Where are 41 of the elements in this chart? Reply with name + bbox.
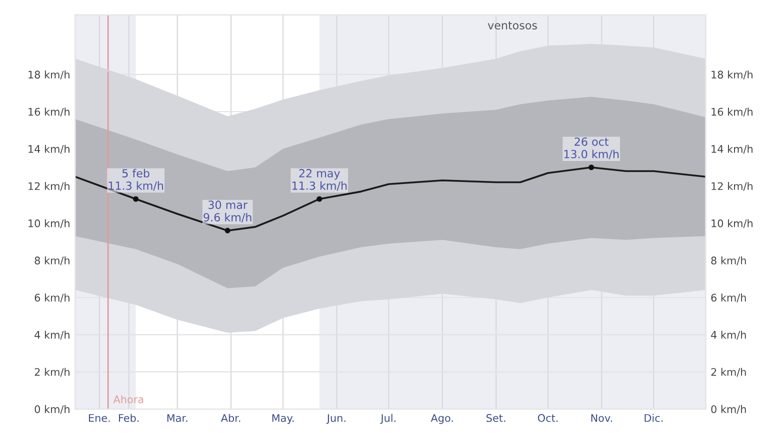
point [316,196,322,202]
x-tick-label: Feb. [119,414,139,422]
y2-tick-label: 18 km/h [712,70,752,80]
x-tick-label: May. [272,414,294,424]
ref-line-label: Ahora [113,395,144,404]
y-tick-label: 18 km/h [28,70,70,80]
y-tick-label: 4 km/h [34,330,70,340]
y2-tick-label: 10 km/h [712,219,752,228]
y2-tick-label: 8 km/h [711,256,746,266]
y-tick-label: 0 km/h [34,405,70,414]
y-tick-label: 12 km/h [28,182,70,191]
y2-tick-label: 2 km/h [711,368,746,377]
y-tick-label: 16 km/h [28,108,70,117]
y-tick-label: 10 km/h [28,219,70,228]
y-tick-label: 6 km/h [34,294,70,302]
x-tick-label: Set. [486,414,506,422]
x-tick-label: Ago. [430,414,453,424]
x-tick-label: Nov. [591,414,612,422]
x-tick-label: Ene. [88,414,110,422]
y-tick-label: 8 km/h [34,256,70,266]
y2-tick-label: 14 km/h [712,144,752,154]
point [588,164,594,170]
y-tick-label: 14 km/h [28,144,70,154]
y2-tick-label: 0 km/h [711,405,746,414]
x-tick-label: Dic. [644,414,663,422]
band-label: ventosos [488,22,537,30]
x-tick-label: Oct. [538,414,558,422]
y2-tick-label: 4 km/h [711,330,746,340]
annotation: 26 oct 13.0 km/h [564,137,619,160]
y-tick-label: 2 km/h [34,368,70,377]
y2-tick-label: 16 km/h [712,108,752,117]
y2-tick-label: 6 km/h [711,294,746,302]
annotation: 22 may 11.3 km/h [292,169,347,191]
x-tick-label: Mar. [167,414,188,422]
x-tick-label: Abr. [220,414,240,422]
x-tick-label: Jun. [326,414,346,424]
x-tick-label: Jul. [380,414,396,424]
point [224,228,230,234]
annotation: 5 feb 11.3 km/h [108,168,164,191]
annotation: 30 mar 9.6 km/h [204,200,252,222]
y2-tick-label: 12 km/h [712,182,752,191]
